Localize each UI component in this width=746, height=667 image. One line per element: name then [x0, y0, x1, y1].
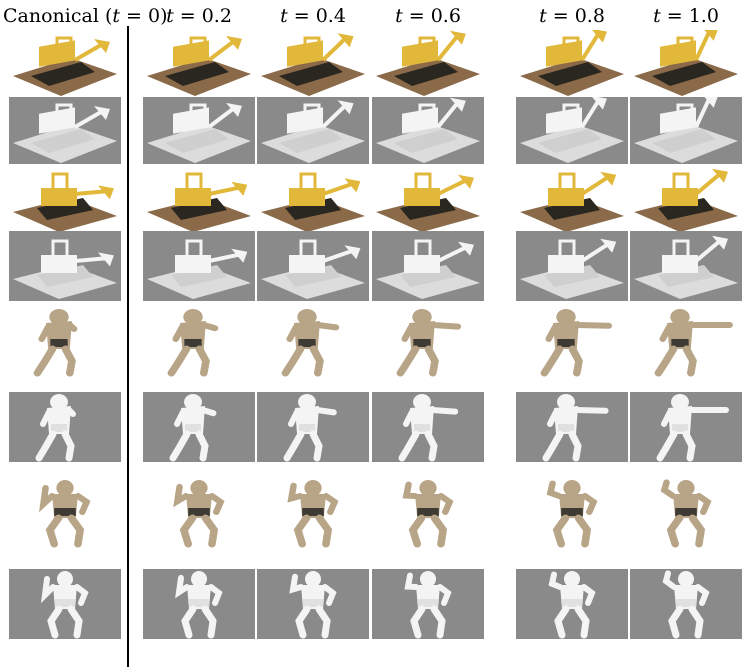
- header-var: t: [280, 5, 288, 27]
- header-canonical: Canonical (t = 0): [3, 3, 168, 29]
- trooper-rgb-render: [372, 307, 484, 377]
- header-eq: =: [402, 5, 431, 27]
- trooper-rgb-render: [257, 478, 369, 548]
- lego-depth-render: [630, 231, 742, 301]
- trooper-rgb-render: [516, 478, 628, 548]
- header-value: 0.6: [430, 5, 461, 27]
- lego-rgb-render: [9, 30, 121, 100]
- lego-depth-render: [372, 231, 484, 301]
- header-var: t: [539, 5, 547, 27]
- trooper-rgb-render: [516, 307, 628, 377]
- trooper-rgb-render: [630, 307, 742, 377]
- trooper-depth-render: [630, 392, 742, 462]
- header-value: 0.8: [574, 5, 605, 27]
- lego-rgb-render: [516, 30, 628, 100]
- header-eq: =: [287, 5, 316, 27]
- trooper-depth-render: [143, 569, 255, 639]
- trooper-depth-render: [9, 569, 121, 639]
- header-value: 0.4: [315, 5, 346, 27]
- lego-rgb-render: [372, 30, 484, 100]
- header-eq: =: [173, 5, 202, 27]
- lego-rgb-render: [257, 30, 369, 100]
- header-eq: =: [120, 5, 148, 27]
- header-var: t: [653, 5, 661, 27]
- trooper-rgb-render: [9, 307, 121, 377]
- lego-depth-render: [372, 97, 484, 167]
- header-t-0-4: t = 0.4: [257, 3, 369, 29]
- lego-depth-render: [9, 97, 121, 167]
- lego-rgb-render: [143, 30, 255, 100]
- header-eq: =: [546, 5, 575, 27]
- trooper-depth-render: [372, 392, 484, 462]
- header-var: t: [166, 5, 174, 27]
- canonical-divider-line: [127, 26, 129, 667]
- trooper-depth-render: [516, 392, 628, 462]
- lego-depth-render: [630, 97, 742, 167]
- lego-depth-render: [257, 97, 369, 167]
- lego-rgb-render: [630, 164, 742, 234]
- header-suffix: ): [160, 5, 168, 27]
- lego-rgb-render: [143, 164, 255, 234]
- header-value: 1.0: [688, 5, 719, 27]
- header-var: t: [395, 5, 403, 27]
- trooper-depth-render: [257, 392, 369, 462]
- header-t-1-0: t = 1.0: [630, 3, 742, 29]
- header-value: 0.2: [201, 5, 232, 27]
- trooper-depth-render: [143, 392, 255, 462]
- trooper-rgb-render: [9, 478, 121, 548]
- trooper-depth-render: [257, 569, 369, 639]
- lego-depth-render: [516, 97, 628, 167]
- trooper-rgb-render: [630, 478, 742, 548]
- lego-depth-render: [143, 231, 255, 301]
- lego-rgb-render: [516, 164, 628, 234]
- lego-rgb-render: [257, 164, 369, 234]
- trooper-rgb-render: [372, 478, 484, 548]
- lego-depth-render: [516, 231, 628, 301]
- trooper-rgb-render: [257, 307, 369, 377]
- header-t-0-8: t = 0.8: [516, 3, 628, 29]
- trooper-depth-render: [516, 569, 628, 639]
- lego-depth-render: [143, 97, 255, 167]
- header-value: 0: [148, 5, 161, 27]
- trooper-depth-render: [630, 569, 742, 639]
- trooper-rgb-render: [143, 478, 255, 548]
- header-var: t: [112, 5, 120, 27]
- header-prefix: Canonical (: [3, 5, 113, 27]
- trooper-depth-render: [9, 392, 121, 462]
- lego-depth-render: [9, 231, 121, 301]
- lego-rgb-render: [9, 164, 121, 234]
- lego-rgb-render: [630, 30, 742, 100]
- header-eq: =: [660, 5, 689, 27]
- trooper-rgb-render: [143, 307, 255, 377]
- trooper-depth-render: [372, 569, 484, 639]
- header-t-0-6: t = 0.6: [372, 3, 484, 29]
- header-t-0-2: t = 0.2: [143, 3, 255, 29]
- lego-rgb-render: [372, 164, 484, 234]
- lego-depth-render: [257, 231, 369, 301]
